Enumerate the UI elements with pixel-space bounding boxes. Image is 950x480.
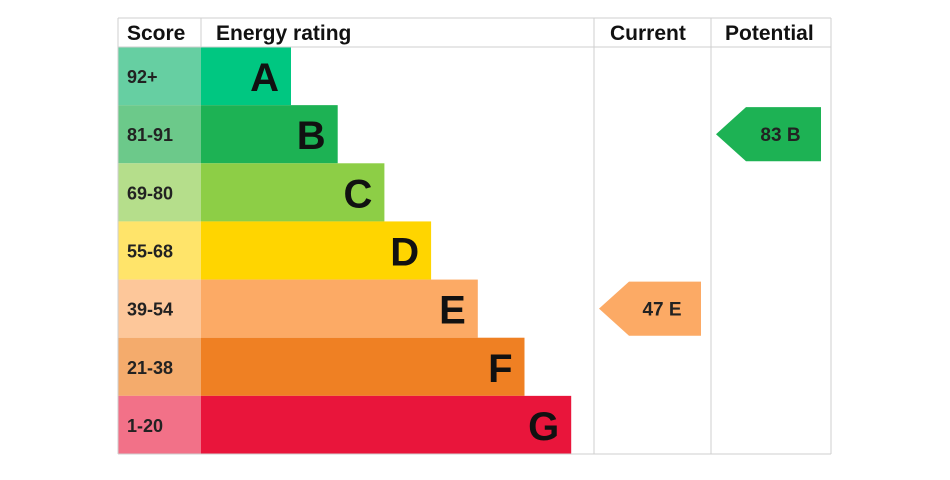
score-label-c: 69-80 (127, 183, 173, 203)
band-letter-e: E (439, 289, 466, 333)
band-bar-c (201, 163, 385, 222)
header-energy-rating: Energy rating (216, 22, 351, 45)
band-bar-a (201, 47, 291, 106)
current-rating-label: 47 E (642, 300, 681, 321)
current-rating-arrow (599, 281, 701, 336)
band-letter-c: C (344, 172, 373, 216)
score-label-g: 1-20 (127, 416, 163, 436)
header-score: Score (127, 22, 185, 45)
score-cell-e (118, 279, 201, 338)
score-cell-c (118, 163, 201, 222)
potential-rating-label: 83 B (760, 125, 800, 146)
score-label-e: 39-54 (127, 300, 173, 320)
score-cell-g (118, 395, 201, 454)
band-letter-d: D (390, 231, 419, 275)
band-bar-e (201, 279, 478, 338)
score-cell-f (118, 337, 201, 396)
score-cell-a (118, 47, 201, 106)
band-bar-g (201, 395, 572, 454)
score-cell-d (118, 221, 201, 280)
header-potential: Potential (725, 22, 814, 45)
band-bar-b (201, 105, 338, 164)
potential-rating-arrow (716, 107, 821, 162)
score-label-a: 92+ (127, 67, 158, 87)
band-letter-a: A (250, 56, 279, 100)
band-letter-g: G (528, 405, 559, 449)
score-label-f: 21-38 (127, 358, 173, 378)
header-current: Current (610, 22, 686, 45)
score-label-b: 81-91 (127, 125, 173, 145)
band-bar-d (201, 221, 432, 280)
score-label-d: 55-68 (127, 242, 173, 262)
band-letter-f: F (488, 347, 512, 391)
band-letter-b: B (297, 114, 326, 158)
score-cell-b (118, 105, 201, 164)
band-bar-f (201, 337, 525, 396)
